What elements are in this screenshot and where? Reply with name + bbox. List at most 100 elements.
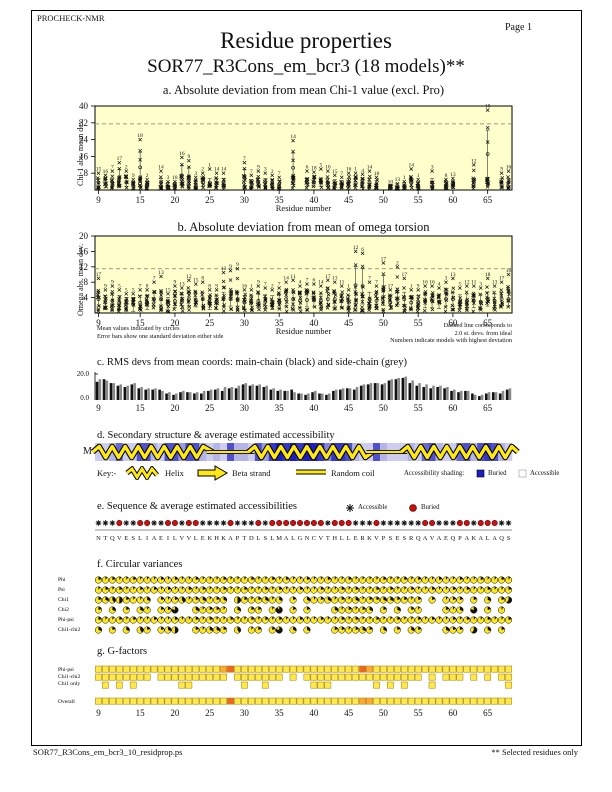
- svg-text:14: 14: [283, 276, 289, 282]
- svg-text:9: 9: [174, 280, 177, 286]
- svg-text:5: 5: [125, 287, 128, 293]
- svg-text:65: 65: [483, 708, 493, 718]
- svg-text:3: 3: [431, 165, 434, 171]
- svg-text:14: 14: [221, 167, 227, 173]
- svg-text:4: 4: [299, 280, 302, 286]
- svg-text:16: 16: [422, 280, 428, 286]
- svg-text:Q: Q: [110, 535, 115, 542]
- svg-text:4: 4: [361, 168, 364, 174]
- svg-text:V: V: [186, 535, 191, 542]
- svg-text:13: 13: [492, 280, 498, 286]
- svg-text:10: 10: [325, 165, 331, 171]
- svg-text:40: 40: [309, 403, 319, 413]
- svg-text:45: 45: [344, 708, 354, 718]
- svg-text:7: 7: [243, 156, 246, 162]
- svg-text:35: 35: [275, 195, 285, 205]
- svg-text:9: 9: [96, 403, 101, 413]
- svg-text:17: 17: [499, 276, 505, 282]
- key-helix-label: Helix: [165, 468, 184, 478]
- svg-text:E: E: [395, 535, 399, 542]
- svg-text:15: 15: [136, 195, 146, 205]
- svg-text:16: 16: [179, 151, 185, 157]
- svg-text:30: 30: [240, 195, 250, 205]
- svg-text:14: 14: [290, 134, 296, 140]
- svg-text:17: 17: [117, 156, 123, 162]
- svg-text:5: 5: [118, 283, 121, 289]
- svg-text:T: T: [103, 535, 107, 542]
- svg-text:6: 6: [306, 165, 309, 171]
- svg-text:17: 17: [325, 274, 331, 280]
- svg-text:9: 9: [104, 283, 107, 289]
- svg-text:8: 8: [146, 283, 149, 289]
- svg-text:A: A: [284, 535, 289, 542]
- svg-text:S: S: [402, 535, 406, 542]
- legend-accessible-label: Accessible: [358, 504, 388, 511]
- svg-text:A: A: [228, 535, 233, 542]
- svg-text:H: H: [332, 535, 337, 542]
- svg-text:60: 60: [448, 708, 458, 718]
- svg-text:14: 14: [158, 165, 164, 171]
- svg-text:14: 14: [318, 280, 324, 286]
- svg-text:16: 16: [346, 167, 352, 173]
- svg-text:T: T: [242, 535, 246, 542]
- svg-text:25: 25: [205, 195, 215, 205]
- svg-text:K: K: [471, 535, 476, 542]
- svg-text:50: 50: [379, 195, 389, 205]
- svg-text:7: 7: [368, 276, 371, 282]
- svg-text:40: 40: [79, 101, 89, 111]
- svg-text:5: 5: [459, 281, 462, 287]
- svg-text:S: S: [389, 535, 393, 542]
- svg-text:2: 2: [201, 167, 204, 173]
- svg-text:8: 8: [208, 283, 211, 289]
- svg-text:18: 18: [137, 133, 143, 139]
- panel-b-xlabel: Residue number: [275, 326, 332, 336]
- key-prefix: Key:-: [97, 468, 117, 478]
- svg-text:P: P: [236, 535, 240, 542]
- svg-text:E: E: [201, 535, 205, 542]
- variance-row-label-psi: Psi: [58, 587, 65, 593]
- svg-text:40: 40: [309, 318, 319, 328]
- svg-text:6: 6: [313, 278, 316, 284]
- svg-text:60: 60: [448, 318, 458, 328]
- svg-text:24: 24: [79, 135, 89, 145]
- accessible-legend-icon: [346, 504, 354, 512]
- svg-text:17: 17: [388, 283, 394, 289]
- svg-text:8: 8: [84, 277, 89, 287]
- svg-text:L: L: [340, 535, 344, 542]
- svg-text:Q: Q: [499, 535, 504, 542]
- svg-text:25: 25: [205, 318, 215, 328]
- svg-text:L: L: [256, 535, 260, 542]
- svg-text:6: 6: [361, 247, 364, 253]
- svg-text:30: 30: [240, 708, 250, 718]
- svg-text:7: 7: [153, 276, 156, 282]
- note-mean-values: Mean values indicated by circles Error b…: [97, 325, 224, 340]
- variance-row-label-chi2: Chi2: [58, 607, 69, 613]
- svg-text:4: 4: [84, 293, 89, 303]
- svg-text:7: 7: [340, 171, 343, 177]
- svg-text:16: 16: [429, 280, 435, 286]
- svg-text:2: 2: [396, 260, 399, 266]
- svg-text:E: E: [354, 535, 358, 542]
- svg-text:Q: Q: [451, 535, 456, 542]
- legend-buried-label: Buried: [421, 504, 440, 511]
- svg-text:14: 14: [214, 167, 220, 173]
- svg-text:9: 9: [257, 280, 260, 286]
- panel-a-title: a. Absolute deviation from mean Chi-1 va…: [162, 83, 445, 97]
- svg-text:55: 55: [414, 318, 424, 328]
- svg-text:T: T: [326, 535, 330, 542]
- svg-text:65: 65: [483, 195, 493, 205]
- variance-row-label-phipsi: Phi-psi: [58, 617, 74, 623]
- svg-text:5: 5: [320, 163, 323, 169]
- svg-text:P: P: [458, 535, 462, 542]
- svg-text:14: 14: [408, 163, 414, 169]
- beta-strand-icon: [197, 465, 228, 481]
- svg-text:V: V: [430, 535, 435, 542]
- svg-text:30: 30: [240, 403, 250, 413]
- svg-text:9: 9: [229, 264, 232, 270]
- svg-text:L: L: [486, 535, 490, 542]
- variance-row-label-phi: Phi: [58, 577, 66, 583]
- svg-text:16: 16: [242, 283, 248, 289]
